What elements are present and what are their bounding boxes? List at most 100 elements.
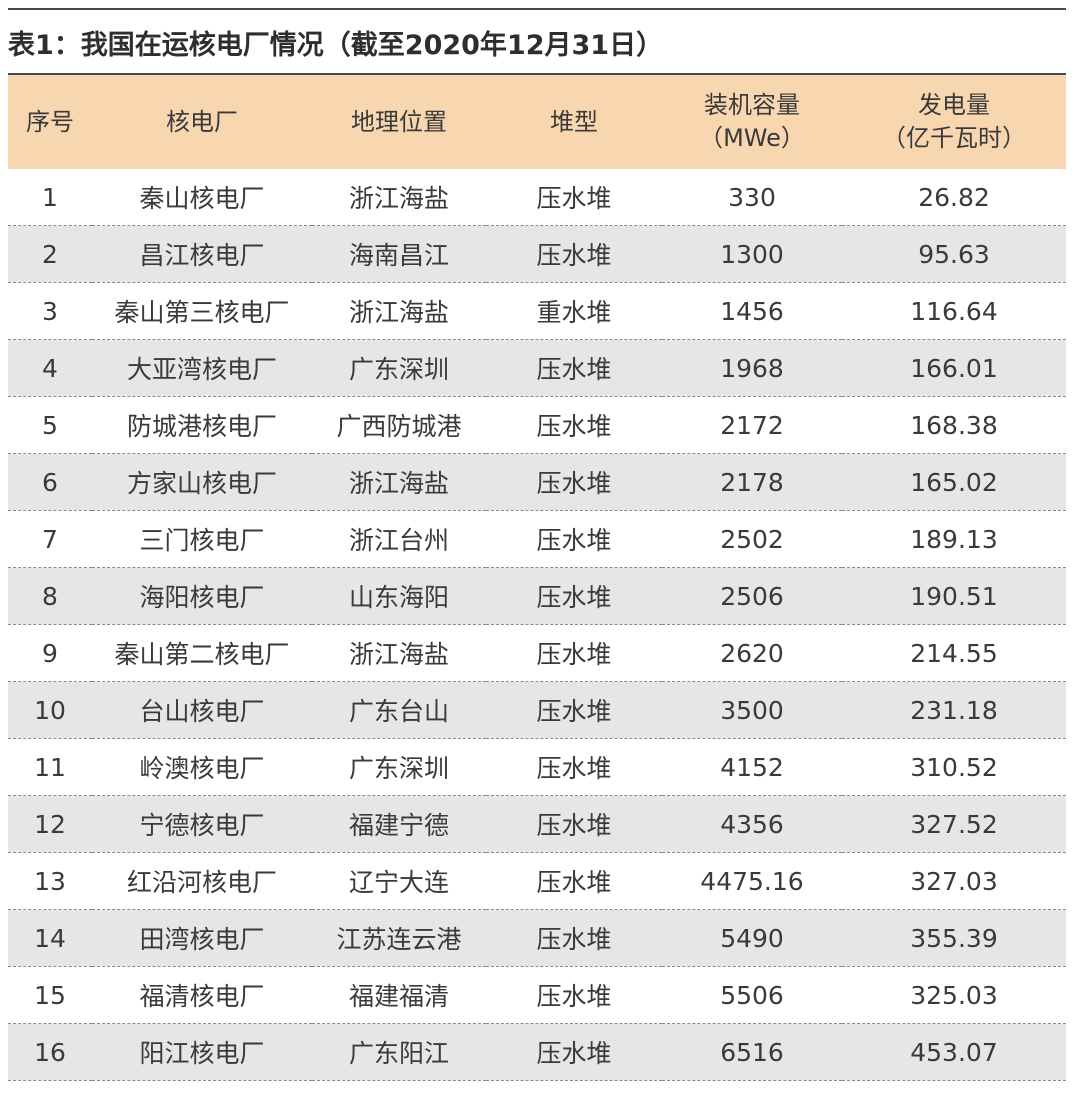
cell-capacity: 2620: [662, 624, 842, 682]
cell-plant-name: 岭澳核电厂: [92, 738, 312, 796]
cell-index: 8: [8, 567, 92, 625]
cell-generation: 168.38: [842, 396, 1066, 454]
cell-plant-name: 红沿河核电厂: [92, 852, 312, 910]
cell-index: 13: [8, 852, 92, 910]
cell-location: 浙江台州: [312, 510, 486, 568]
cell-generation: 327.03: [842, 852, 1066, 910]
cell-reactor-type: 压水堆: [486, 396, 662, 454]
header-generation: 发电量 （亿千瓦时）: [842, 75, 1066, 169]
cell-capacity: 2178: [662, 453, 842, 511]
cell-capacity: 1300: [662, 225, 842, 283]
cell-plant-name: 田湾核电厂: [92, 909, 312, 967]
cell-location: 辽宁大连: [312, 852, 486, 910]
table-row: 13 红沿河核电厂 辽宁大连 压水堆 4475.16 327.03: [8, 852, 1066, 910]
header-rule: [8, 73, 1066, 75]
header-generation-unit: （亿千瓦时）: [882, 124, 1026, 152]
cell-capacity: 2502: [662, 510, 842, 568]
table-body: 1 秦山核电厂 浙江海盐 压水堆 330 26.82 2 昌江核电厂 海南昌江 压水堆 1300 95…: [8, 169, 1066, 1081]
cell-reactor-type: 压水堆: [486, 909, 662, 967]
cell-location: 浙江海盐: [312, 624, 486, 682]
cell-index: 12: [8, 795, 92, 853]
table-row: 8 海阳核电厂 山东海阳 压水堆 2506 190.51: [8, 567, 1066, 625]
cell-generation: 189.13: [842, 510, 1066, 568]
cell-location: 广东深圳: [312, 339, 486, 397]
cell-plant-name: 防城港核电厂: [92, 396, 312, 454]
cell-location: 浙江海盐: [312, 282, 486, 340]
cell-generation: 231.18: [842, 681, 1066, 739]
cell-plant-name: 秦山核电厂: [92, 169, 312, 226]
table-title: 表1：我国在运核电厂情况（截至2020年12月31日）: [8, 30, 664, 61]
cell-plant-name: 阳江核电厂: [92, 1023, 312, 1081]
cell-index: 14: [8, 909, 92, 967]
table-row: 14 田湾核电厂 江苏连云港 压水堆 5490 355.39: [8, 909, 1066, 967]
cell-capacity: 4475.16: [662, 852, 842, 910]
cell-location: 浙江海盐: [312, 453, 486, 511]
cell-plant-name: 海阳核电厂: [92, 567, 312, 625]
cell-reactor-type: 压水堆: [486, 567, 662, 625]
table-header: 序号 核电厂 地理位置 堆型 装机容量 （MWe） 发电量 （亿千瓦时）: [8, 75, 1066, 169]
cell-generation: 166.01: [842, 339, 1066, 397]
header-capacity-unit: （MWe）: [699, 124, 805, 152]
cell-index: 4: [8, 339, 92, 397]
cell-reactor-type: 压水堆: [486, 510, 662, 568]
cell-reactor-type: 重水堆: [486, 282, 662, 340]
cell-capacity: 4152: [662, 738, 842, 796]
cell-generation: 116.64: [842, 282, 1066, 340]
cell-plant-name: 大亚湾核电厂: [92, 339, 312, 397]
cell-generation: 327.52: [842, 795, 1066, 853]
cell-index: 9: [8, 624, 92, 682]
header-capacity: 装机容量 （MWe）: [662, 75, 842, 169]
cell-reactor-type: 压水堆: [486, 169, 662, 226]
cell-index: 10: [8, 681, 92, 739]
table-row: 4 大亚湾核电厂 广东深圳 压水堆 1968 166.01: [8, 339, 1066, 397]
nuclear-plants-table: 序号 核电厂 地理位置 堆型 装机容量 （MWe） 发电量 （亿千瓦时） 1 秦山…: [8, 75, 1066, 1081]
cell-location: 海南昌江: [312, 225, 486, 283]
cell-location: 山东海阳: [312, 567, 486, 625]
cell-reactor-type: 压水堆: [486, 738, 662, 796]
cell-index: 5: [8, 396, 92, 454]
cell-capacity: 4356: [662, 795, 842, 853]
header-row: 序号 核电厂 地理位置 堆型 装机容量 （MWe） 发电量 （亿千瓦时）: [8, 75, 1066, 169]
cell-reactor-type: 压水堆: [486, 681, 662, 739]
table-row: 7 三门核电厂 浙江台州 压水堆 2502 189.13: [8, 510, 1066, 568]
cell-index: 6: [8, 453, 92, 511]
cell-reactor-type: 压水堆: [486, 966, 662, 1024]
cell-plant-name: 昌江核电厂: [92, 225, 312, 283]
cell-generation: 310.52: [842, 738, 1066, 796]
cell-capacity: 2506: [662, 567, 842, 625]
cell-location: 福建宁德: [312, 795, 486, 853]
cell-generation: 214.55: [842, 624, 1066, 682]
cell-index: 11: [8, 738, 92, 796]
cell-generation: 190.51: [842, 567, 1066, 625]
cell-location: 广东深圳: [312, 738, 486, 796]
table-row: 6 方家山核电厂 浙江海盐 压水堆 2178 165.02: [8, 453, 1066, 511]
cell-generation: 453.07: [842, 1023, 1066, 1081]
cell-location: 浙江海盐: [312, 169, 486, 226]
cell-plant-name: 台山核电厂: [92, 681, 312, 739]
cell-capacity: 6516: [662, 1023, 842, 1081]
cell-reactor-type: 压水堆: [486, 1023, 662, 1081]
header-location: 地理位置: [312, 75, 486, 169]
cell-capacity: 1456: [662, 282, 842, 340]
cell-index: 2: [8, 225, 92, 283]
cell-location: 广东台山: [312, 681, 486, 739]
header-index: 序号: [8, 75, 92, 169]
header-plant: 核电厂: [92, 75, 312, 169]
cell-generation: 355.39: [842, 909, 1066, 967]
table-row: 3 秦山第三核电厂 浙江海盐 重水堆 1456 116.64: [8, 282, 1066, 340]
cell-location: 广西防城港: [312, 396, 486, 454]
top-rule: [8, 8, 1066, 10]
cell-index: 7: [8, 510, 92, 568]
header-capacity-label: 装机容量: [704, 91, 800, 119]
cell-plant-name: 秦山第三核电厂: [92, 282, 312, 340]
table-row: 11 岭澳核电厂 广东深圳 压水堆 4152 310.52: [8, 738, 1066, 796]
table-row: 16 阳江核电厂 广东阳江 压水堆 6516 453.07: [8, 1023, 1066, 1081]
cell-reactor-type: 压水堆: [486, 453, 662, 511]
cell-capacity: 5506: [662, 966, 842, 1024]
table-row: 12 宁德核电厂 福建宁德 压水堆 4356 327.52: [8, 795, 1066, 853]
cell-reactor-type: 压水堆: [486, 339, 662, 397]
cell-capacity: 1968: [662, 339, 842, 397]
cell-index: 1: [8, 169, 92, 226]
cell-generation: 26.82: [842, 169, 1066, 226]
cell-index: 15: [8, 966, 92, 1024]
